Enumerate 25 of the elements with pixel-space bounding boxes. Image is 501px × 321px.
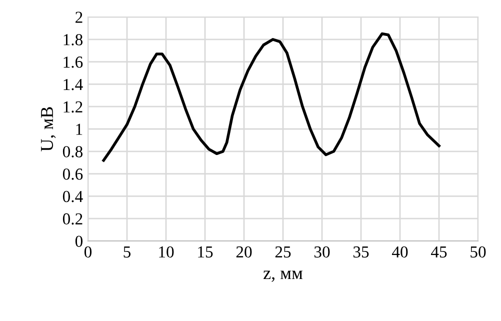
x-tick-label: 50 (470, 246, 486, 258)
x-tick-label: 0 (84, 246, 92, 258)
x-tick-label: 30 (314, 246, 330, 258)
line-series (102, 32, 440, 162)
y-tick-label: 0.6 (62, 168, 83, 180)
y-tick-label: 1.8 (64, 34, 83, 46)
y-tick-label: 2 (76, 12, 82, 23)
y-tick-label: 1.6 (64, 56, 83, 68)
x-tick-label: 15 (198, 246, 213, 258)
x-tick-label: 35 (353, 246, 369, 258)
x-tick-label: 40 (392, 246, 408, 258)
x-tick-label: 5 (124, 246, 131, 258)
y-tick-label: 1 (76, 124, 82, 135)
x-tick-label: 45 (430, 246, 447, 258)
x-tick-label: 25 (275, 246, 291, 258)
y-tick-label: 0 (75, 236, 83, 247)
y-tick-label: 0.4 (62, 190, 83, 202)
x-axis-title: z, мм (264, 270, 303, 282)
x-tick-label: 10 (159, 246, 174, 258)
y-tick-label: 1.4 (64, 78, 83, 90)
y-tick-label: 0.2 (62, 213, 82, 225)
y-axis-title: U, мВ (41, 107, 56, 152)
y-tick-label: 1.2 (64, 101, 82, 113)
x-tick-label: 20 (236, 246, 252, 258)
y-tick-label: 0.8 (62, 146, 83, 158)
